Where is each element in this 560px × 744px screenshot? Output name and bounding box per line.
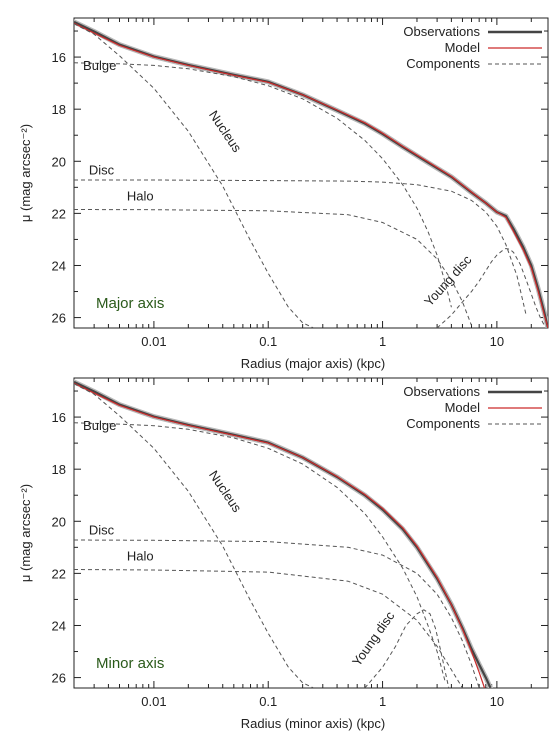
annotation-bulge: Bulge: [83, 418, 116, 433]
x-axis-label: Radius (minor axis) (kpc): [241, 716, 385, 731]
y-tick-label: 20: [52, 154, 66, 169]
legend-label-components: Components: [406, 56, 480, 71]
legend-label-components: Components: [406, 416, 480, 431]
plot-frame: [73, 17, 549, 329]
legend-label-observations: Observations: [403, 384, 480, 399]
series-model: [74, 382, 486, 688]
annotation-bulge: Bulge: [83, 58, 116, 73]
plot-frame: [73, 377, 549, 689]
series-group: [74, 19, 548, 328]
series-halo-component: [74, 209, 472, 326]
series-model: [74, 22, 548, 328]
series-disc-component: [74, 539, 480, 688]
series-young-disc-component: [364, 609, 450, 688]
panel-label: Major axis: [96, 295, 164, 312]
y-axis-label: μ (mag arcsec⁻²): [18, 484, 33, 582]
series-nucleus-component: [74, 23, 314, 328]
series-halo-component: [74, 569, 463, 688]
panel-major-axis: 0.01 0.1 1 10 16 18 20 22 24 26 Radius (major axis…: [18, 17, 549, 371]
y-axis-label: μ (mag arcsec⁻²): [18, 124, 33, 222]
y-tick-label: 16: [52, 50, 66, 65]
annotation-halo: Halo: [127, 548, 154, 563]
y-tick-label: 22: [52, 206, 66, 221]
legend-label-observations: Observations: [403, 24, 480, 39]
x-tick-label: 0.01: [141, 334, 166, 349]
x-tick-label: 1: [379, 334, 386, 349]
series-nucleus-component: [74, 383, 314, 688]
y-tick-label: 20: [52, 514, 66, 529]
series-group: [74, 379, 493, 688]
panel-minor-axis: 0.01 0.1 1 10 16 18 20 22 24 26 Radius (minor axis…: [18, 377, 549, 731]
legend-label-model: Model: [445, 40, 481, 55]
series-disc-component: [74, 179, 527, 316]
x-axis-label: Radius (major axis) (kpc): [241, 356, 385, 371]
y-tick-label: 22: [52, 566, 66, 581]
x-tick-label: 10: [490, 334, 504, 349]
series-bulge-component: [74, 62, 452, 308]
annotation-halo: Halo: [127, 188, 154, 203]
y-tick-label: 24: [52, 258, 66, 273]
annotation-disc: Disc: [89, 162, 115, 177]
panel-label: Minor axis: [96, 655, 164, 672]
x-tick-label: 0.1: [259, 694, 277, 709]
y-tick-label: 24: [52, 618, 66, 633]
y-tick-label: 26: [52, 311, 66, 326]
y-tick-label: 16: [52, 410, 66, 425]
x-tick-label: 0.1: [259, 334, 277, 349]
x-tick-label: 0.01: [141, 694, 166, 709]
y-tick-label: 18: [52, 102, 66, 117]
series-young-disc-component: [436, 247, 545, 328]
series-bulge-component: [74, 422, 446, 681]
x-tick-label: 10: [490, 694, 504, 709]
y-tick-label: 18: [52, 462, 66, 477]
annotation-nucleus: Nucleus: [206, 468, 245, 516]
y-tick-label: 26: [52, 671, 66, 686]
annotation-disc: Disc: [89, 522, 115, 537]
annotation-nucleus: Nucleus: [206, 108, 245, 156]
x-tick-label: 1: [379, 694, 386, 709]
annotation-young-disc: Young disc: [421, 252, 475, 309]
annotation-young-disc: Young disc: [349, 608, 398, 669]
legend-label-model: Model: [445, 400, 481, 415]
